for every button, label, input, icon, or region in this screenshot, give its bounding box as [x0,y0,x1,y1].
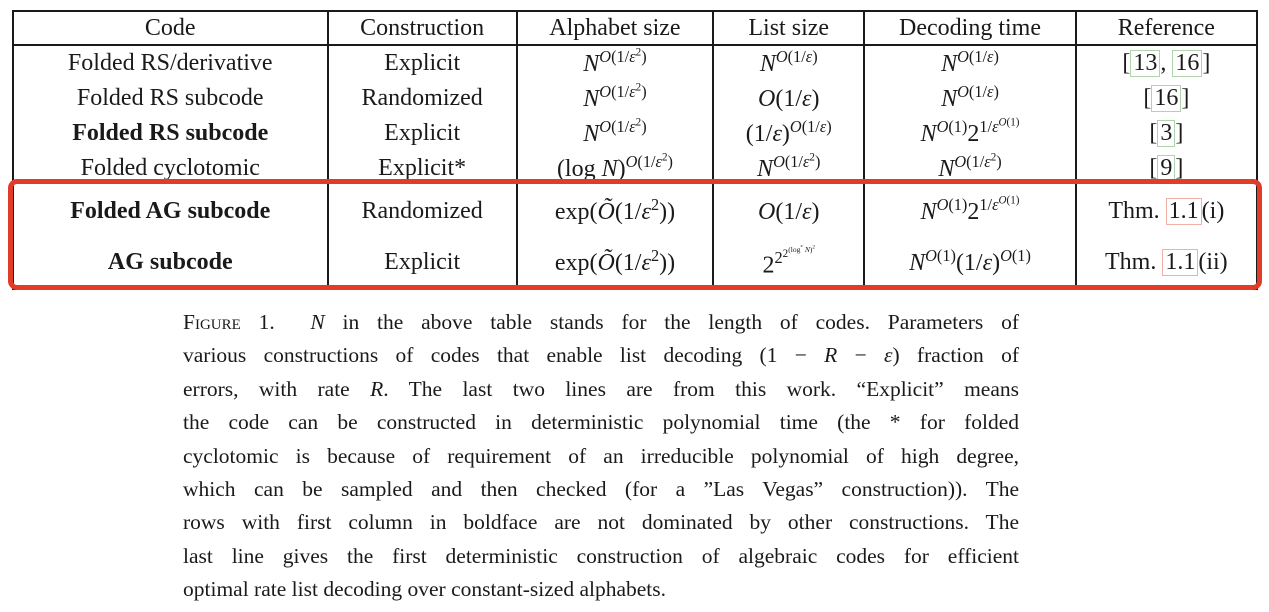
caption-line: cyclotomic is because of requirement of … [183,443,1019,468]
cell-reference: [13, 16] [1074,45,1257,81]
cell-decoding-time: NO(1/ε) [863,45,1076,81]
citation-link[interactable]: 3 [1157,119,1176,148]
citation-link[interactable]: 13 [1130,49,1161,78]
column-header-list-size: List size [712,11,865,45]
column-header-alphabet-size: Alphabet size [515,11,714,45]
table-row: AG subcode Explicit exp(Õ(1/ε2)) 222(log* N… [13,237,1257,289]
cell-construction: Explicit [326,45,517,81]
figure-caption: Figure 1. N in the above table stands fo… [183,306,1019,607]
reference-text: (ii) [1198,248,1228,275]
caption-line: errors, with rate R. The last two lines … [183,376,1019,401]
cell-alphabet-size: NO(1/ε2) [515,81,714,116]
cell-reference: [3] [1074,116,1257,151]
table-row: Folded RS/derivative Explicit NO(1/ε2) NO(1… [13,45,1257,81]
cell-code: Folded AG subcode [70,198,271,224]
cell-alphabet-size: exp(Õ(1/ε2)) [515,237,714,289]
cell-decoding-time: NO(1)21/εO(1) [863,116,1076,151]
cell-construction: Explicit* [326,151,517,186]
cell-alphabet-size: NO(1/ε2) [515,45,714,81]
cell-reference: [16] [1074,81,1257,116]
results-table: Code Construction Alphabet size List size De… [12,10,1258,290]
cell-code: Folded RS/derivative [67,50,273,76]
cell-decoding-time: NO(1)21/εO(1) [863,186,1076,237]
theorem-link[interactable]: 1.1 [1162,248,1199,277]
header-row: Code Construction Alphabet size List size De… [13,11,1257,45]
cell-alphabet-size: (log N)O(1/ε2) [515,151,714,186]
citation-link[interactable]: 16 [1172,49,1203,78]
theorem-link[interactable]: 1.1 [1165,197,1202,226]
reference-text: [ [1149,154,1158,181]
cell-list-size: 222(log* N)2 [712,237,865,289]
cell-decoding-time: NO(1/ε) [863,81,1076,116]
cell-list-size: O(1/ε) [712,81,865,116]
table-row: Folded RS subcode Randomized NO(1/ε2) O(1/ε… [13,81,1257,116]
reference-text: [ [1149,119,1158,146]
cell-list-size: NO(1/ε2) [712,151,865,186]
cell-code: AG subcode [107,249,233,275]
reference-text: ] [1181,84,1190,111]
figure-caption-label: Figure 1. [183,310,275,334]
cell-construction: Explicit [326,237,517,289]
caption-line: Figure 1. N in the above table stands fo… [183,310,1020,334]
cell-list-size: O(1/ε) [712,186,865,237]
caption-line: optimal rate list decoding over constant… [183,577,667,602]
reference-text: ] [1202,49,1211,76]
column-header-construction: Construction [326,11,517,45]
column-header-reference: Reference [1074,11,1257,45]
cell-list-size: (1/ε)O(1/ε) [712,116,865,151]
caption-line: various constructions of codes that enab… [183,343,1019,368]
citation-link[interactable]: 9 [1157,154,1176,183]
cell-list-size: NO(1/ε) [712,45,865,81]
reference-text: [ [1143,84,1152,111]
citation-link[interactable]: 16 [1151,84,1182,113]
cell-reference: [9] [1074,151,1257,186]
cell-alphabet-size: NO(1/ε2) [515,116,714,151]
cell-construction: Randomized [326,81,517,116]
column-header-code: Code [144,14,196,41]
table-row: Folded RS subcode Explicit NO(1/ε2) (1/ε)O(… [13,116,1257,151]
table-body: Folded RS/derivative Explicit NO(1/ε2) NO(1… [13,45,1257,289]
caption-line: rows with first column in boldface are n… [183,510,1019,535]
caption-line: which can be sampled and then checked (f… [183,477,1019,502]
cell-reference: Thm. 1.1 (ii) [1074,237,1257,289]
cell-construction: Randomized [326,186,517,237]
cell-construction: Explicit [326,116,517,151]
cell-reference: Thm. 1.1 (i) [1074,186,1257,237]
cell-code: Folded RS subcode [72,120,269,146]
reference-text: [ [1122,49,1131,76]
reference-text: , [1160,49,1173,76]
cell-code: Folded cyclotomic [80,155,260,181]
reference-text: Thm. [1108,197,1166,224]
cell-decoding-time: NO(1)(1/ε)O(1) [863,237,1076,289]
cell-decoding-time: NO(1/ε2) [863,151,1076,186]
caption-line: last line gives the first deterministic … [183,543,1019,568]
cell-alphabet-size: exp(Õ(1/ε2)) [515,186,714,237]
reference-text: ] [1175,119,1184,146]
caption-line: the code can be constructed in determini… [183,410,1019,435]
column-header-decoding-time: Decoding time [863,11,1076,45]
reference-text: ] [1175,154,1184,181]
table-row: Folded cyclotomic Explicit* (log N)O(1/ε2)… [13,151,1257,186]
table-row: Folded AG subcode Randomized exp(Õ(1/ε2)) O… [13,186,1257,237]
reference-text: Thm. [1105,248,1163,275]
reference-text: (i) [1201,197,1225,224]
cell-code: Folded RS subcode [76,85,264,111]
